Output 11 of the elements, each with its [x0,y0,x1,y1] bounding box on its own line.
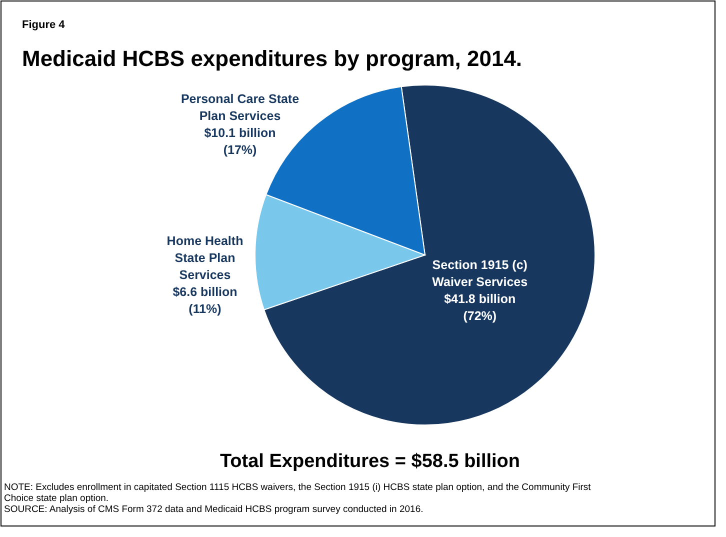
slice-label: Section 1915 (c) Waiver Services [432,258,528,290]
text: NOTE: Excludes enrollment in capitated Section 1115 HCBS waivers, the Section 1915 (i) HCBS state plan option, and the Community First Choice state plan option. [4,482,592,504]
data-label: $10.1 billion (17%) [204,126,276,157]
slice-label: Personal Care State Plan Services [180,92,300,123]
data-label: $41.8 billion (72%) [444,292,516,324]
caption: Figure 4 [22,19,66,31]
slice-label: Home Health State Plan Services [166,234,244,282]
data-label: $6.6 billion (11%) [172,285,238,316]
text: Total Expenditures = $58.5 billion [220,451,520,472]
chart-title: Medicaid HCBS expenditures by program, 2014. [22,46,522,71]
source-note: SOURCE: Analysis of CMS Form 372 data and Medicaid HCBS program survey conducted in 2016. [4,504,424,515]
